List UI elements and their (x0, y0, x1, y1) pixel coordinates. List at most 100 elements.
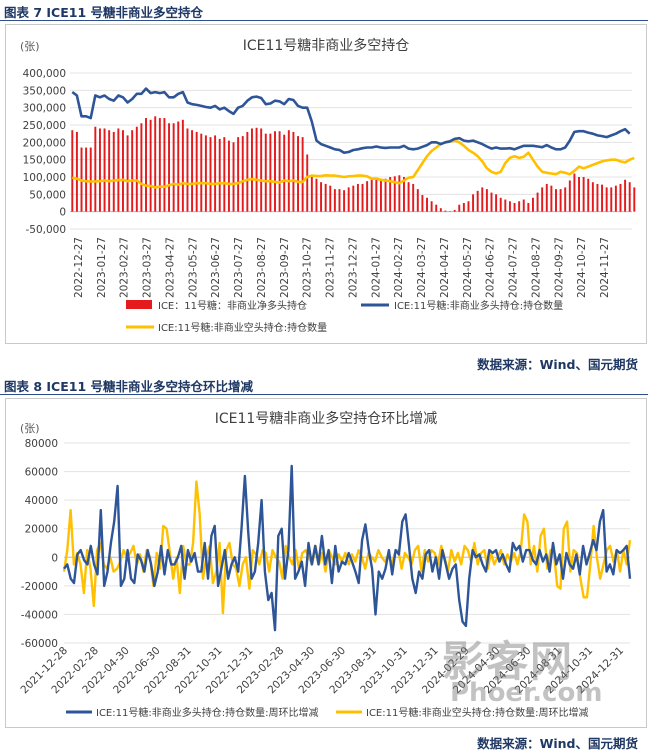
figure7-net-bar (560, 189, 562, 212)
figure7-net-bar (104, 128, 106, 211)
figure7-ytick-label: 300,000 (23, 103, 66, 115)
figure7-net-bar (145, 118, 147, 212)
figure8-legend-short-label: ICE:11号糖:非商业空头持仓:持仓数量:周环比增减 (366, 706, 588, 719)
figure7-ytick-label: 200,000 (23, 137, 66, 149)
figure8-caption-rule (0, 394, 648, 395)
figure7-caption-rule (0, 20, 648, 21)
figure7-net-bar (94, 127, 96, 212)
figure7-ytick-label: 150,000 (23, 155, 66, 167)
figure7-xtick-label: 2023-04-27 (164, 237, 176, 298)
figure7-net-bar (550, 186, 552, 212)
figure8-ytick-label: -20000 (21, 581, 58, 593)
figure7-net-bar (500, 198, 502, 212)
figure7-net-bar (228, 141, 230, 212)
figure7-net-bar (606, 187, 608, 211)
figure7-net-bar (541, 187, 543, 211)
figure8-caption: 图表 8 ICE11 号糖非商业多空持仓环比增减 (4, 376, 253, 395)
figure7-net-bar (117, 128, 119, 211)
figure7-net-bar (592, 182, 594, 211)
figure7-xtick-label: 2023-11-27 (325, 237, 337, 298)
figure7-net-bar (629, 182, 631, 211)
figure7-chart: ICE11号糖非商业多空持仓(张)400,000350,000300,00025… (6, 25, 646, 343)
figure7-net-bar (486, 189, 488, 212)
figure7-net-bar (288, 130, 290, 211)
figure7-xtick-label: 2023-05-27 (187, 237, 199, 298)
figure7-net-bar (610, 187, 612, 211)
figure7-xtick-label: 2024-08-27 (530, 237, 542, 298)
figure7-xtick-label: 2023-02-27 (119, 237, 131, 298)
figure7-net-bar (620, 184, 622, 212)
figure7-net-bar (127, 135, 129, 211)
figure7-net-bar (315, 179, 317, 212)
figure8-ytick-label: -40000 (21, 609, 58, 621)
figure7-net-bar (154, 116, 156, 211)
figure7-net-bar (136, 127, 138, 212)
figure7-net-bar (150, 120, 152, 212)
figure7-net-bar (163, 118, 165, 212)
figure7-xtick-label: 2023-09-27 (279, 237, 291, 298)
figure7-net-bar (371, 179, 373, 212)
figure7-xtick-label: 2024-04-27 (439, 237, 451, 298)
figure7-net-bar (569, 180, 571, 211)
figure7-legend-long-label: ICE:11号糖:非商业多头持仓:持仓数量 (394, 299, 563, 312)
figure7-net-bar (412, 184, 414, 212)
figure7-net-bar (113, 132, 115, 212)
figure7-net-bar (467, 201, 469, 211)
figure7-ytick-label: 50,000 (29, 189, 66, 201)
figure7-net-bar (509, 201, 511, 211)
figure7-net-bar (587, 179, 589, 212)
figure8-short-change-line (64, 482, 630, 613)
figure7-net-bar (615, 186, 617, 212)
figure8-ytick-label: 20000 (25, 524, 58, 536)
figure7-net-bar (431, 201, 433, 211)
figure7-net-bar (481, 187, 483, 211)
figure8-ytick-label: 40000 (25, 495, 58, 507)
figure7-net-bar (269, 134, 271, 212)
figure7-net-bar (265, 134, 267, 212)
figure7-net-bar (210, 137, 212, 212)
figure7-net-bar (537, 193, 539, 212)
figure7-legend-net-swatch (126, 300, 152, 309)
figure7-net-bar (219, 139, 221, 212)
figure7-net-bar (233, 142, 235, 211)
figure7-xtick-label: 2023-08-27 (256, 237, 268, 298)
figure7-xtick-label: 2023-12-27 (347, 237, 359, 298)
figure7-net-bar (186, 128, 188, 211)
figure7-net-bar (454, 210, 456, 212)
figure7-ytick-label: 350,000 (23, 85, 66, 97)
figure7-ytick-label: 250,000 (23, 120, 66, 132)
figure7-net-bar (297, 136, 299, 212)
figure7-net-bar (398, 175, 400, 211)
figure7-net-bar (348, 187, 350, 211)
figure7-xtick-label: 2024-01-27 (370, 237, 382, 298)
figure7-net-bar (214, 135, 216, 211)
figure7-net-bar (417, 189, 419, 212)
figure7-net-bar (90, 148, 92, 212)
figure7-legend-short-label: ICE:11号糖:非商业空头持仓:持仓数量 (158, 321, 327, 334)
figure7-net-bar (302, 137, 304, 212)
figure7-xtick-label: 2023-06-27 (210, 237, 222, 298)
figure7-net-bar (122, 130, 124, 211)
figure7-net-bar (200, 134, 202, 212)
figure8-title: ICE11号糖非商业多空持仓环比增减 (215, 410, 438, 427)
figure7-xtick-label: 2024-10-27 (576, 237, 588, 298)
figure7-net-bar (477, 191, 479, 212)
figure7-net-bar (223, 137, 225, 212)
figure7-net-bar (421, 195, 423, 212)
figure7-net-bar (440, 208, 442, 211)
figure8-ytick-label: -60000 (21, 638, 58, 650)
figure7-net-bar (306, 154, 308, 211)
figure7-xtick-label: 2024-07-27 (508, 237, 520, 298)
figure7-net-bar (246, 132, 248, 212)
figure8-ytick-label: 0 (51, 552, 58, 564)
figure7-net-bar (380, 179, 382, 212)
figure7-net-bar (375, 179, 377, 212)
figure7-net-bar (173, 123, 175, 211)
figure7-net-bar (555, 189, 557, 212)
figure7-net-bar (624, 180, 626, 212)
figure7-xtick-label: 2023-07-27 (233, 237, 245, 298)
figure7-xtick-label: 2023-03-27 (142, 237, 154, 298)
figure7-net-bar (76, 132, 78, 212)
